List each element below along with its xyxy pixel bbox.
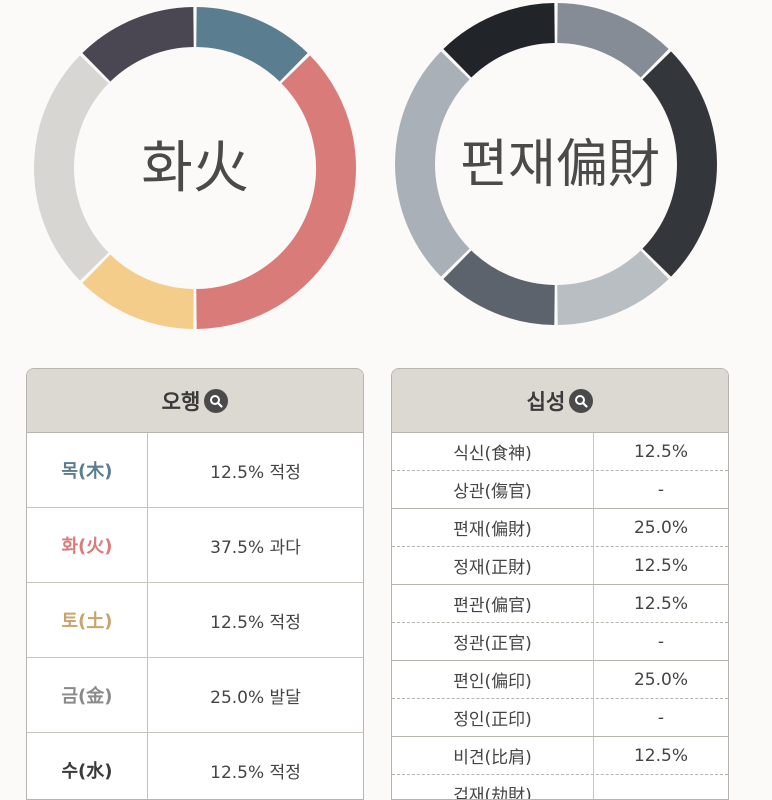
tengod-donut-arcs <box>395 3 717 325</box>
element-donut-segment-0 <box>195 7 308 82</box>
sipseong-panel: 십성 식신(食神) 12.5% 상관(傷官) - 편재(偏財) 25.0% 정재(正財) 12… <box>391 368 729 800</box>
sipseong-row: 정재(正財) 12.5% <box>392 547 728 585</box>
sipseong-row-name: 비견(比肩) <box>392 737 594 774</box>
sipseong-row-name: 정재(正財) <box>392 547 594 584</box>
ohaeng-row-name: 수(水) <box>27 733 148 799</box>
tengod-donut-segment-5 <box>395 51 470 277</box>
sipseong-row: 식신(食神) 12.5% <box>392 433 728 471</box>
ohaeng-row-name: 금(金) <box>27 658 148 732</box>
sipseong-row-value: 12.5% <box>633 441 688 462</box>
ohaeng-row: 금(金) 25.0% 발달 <box>27 658 363 733</box>
ohaeng-panel-header: 오행 <box>27 369 363 433</box>
sipseong-panel-title: 십성 <box>526 389 566 414</box>
sipseong-row-value: - <box>657 479 665 500</box>
element-donut-arcs <box>34 7 356 329</box>
ohaeng-panel: 오행 목(木) 12.5% 적정 화(火) 37.5% 과다 토(土) 12.5% 적정 금… <box>26 368 364 800</box>
sipseong-row-value: 12.5% <box>633 745 688 766</box>
sipseong-row-value: - <box>657 631 665 652</box>
sipseong-row: 겁재(劫財) <box>392 775 728 799</box>
ohaeng-row: 화(火) 37.5% 과다 <box>27 508 363 583</box>
tengod-donut-segment-2 <box>642 51 717 277</box>
sipseong-row: 편관(偏官) 12.5% <box>392 585 728 623</box>
tengod-donut-segment-0 <box>556 3 669 78</box>
sipseong-row-value <box>594 775 728 799</box>
sipseong-row: 비견(比肩) 12.5% <box>392 737 728 775</box>
search-icon[interactable] <box>569 388 594 413</box>
sipseong-row-name: 상관(傷官) <box>392 471 594 508</box>
sipseong-row-name: 겁재(劫財) <box>392 775 594 799</box>
ohaeng-row-name: 토(土) <box>27 583 148 657</box>
tengod-donut-segment-6 <box>443 3 556 78</box>
ohaeng-row: 목(木) 12.5% 적정 <box>27 433 363 508</box>
element-donut-center-label: 화火 <box>141 136 249 201</box>
sipseong-row-value: 25.0% <box>633 669 688 690</box>
sipseong-row: 정인(正印) - <box>392 699 728 737</box>
element-donut-segment-3 <box>34 55 109 281</box>
sipseong-row-value: - <box>657 707 665 728</box>
sipseong-row-value: 12.5% <box>633 593 688 614</box>
sipseong-panel-header: 십성 <box>392 369 728 433</box>
sipseong-row-name: 정관(正官) <box>392 623 594 660</box>
ohaeng-row-name: 목(木) <box>27 433 148 507</box>
sipseong-row: 편인(偏印) 25.0% <box>392 661 728 699</box>
sipseong-row-name: 편재(偏財) <box>392 509 594 546</box>
ohaeng-panel-title: 오행 <box>161 389 201 414</box>
sipseong-row: 상관(傷官) - <box>392 471 728 509</box>
ohaeng-row-name: 화(火) <box>27 508 148 582</box>
element-donut-segment-1 <box>195 55 356 329</box>
sipseong-row-name: 편관(偏官) <box>392 585 594 622</box>
sipseong-row-name: 식신(食神) <box>392 433 594 470</box>
ohaeng-table: 목(木) 12.5% 적정 화(火) 37.5% 과다 토(土) 12.5% 적정 금(金)… <box>27 433 363 799</box>
ohaeng-row-value: 25.0% 발달 <box>210 687 301 708</box>
search-icon[interactable] <box>204 388 229 413</box>
ohaeng-row-value: 37.5% 과다 <box>210 537 301 558</box>
sipseong-row: 정관(正官) - <box>392 623 728 661</box>
tengod-donut-segment-4 <box>443 250 556 325</box>
ohaeng-row-value: 12.5% 적정 <box>210 762 301 783</box>
ohaeng-row: 토(土) 12.5% 적정 <box>27 583 363 658</box>
sipseong-row-name: 편인(偏印) <box>392 661 594 698</box>
sipseong-row-name: 정인(正印) <box>392 699 594 736</box>
element-donut-segment-4 <box>82 7 195 82</box>
tengod-donut-center-label: 편재偏財 <box>460 135 660 195</box>
ohaeng-row: 수(水) 12.5% 적정 <box>27 733 363 799</box>
sipseong-row-value: 25.0% <box>633 517 688 538</box>
tengod-donut-chart: 편재偏財 <box>393 0 727 340</box>
sipseong-row-value: 12.5% <box>633 555 688 576</box>
tengod-donut-segment-3 <box>556 250 669 325</box>
element-donut-chart: 화火 <box>28 0 362 340</box>
element-donut-segment-2 <box>82 254 195 329</box>
ohaeng-row-value: 12.5% 적정 <box>210 462 301 483</box>
sipseong-row: 편재(偏財) 25.0% <box>392 509 728 547</box>
ohaeng-row-value: 12.5% 적정 <box>210 612 301 633</box>
sipseong-table: 식신(食神) 12.5% 상관(傷官) - 편재(偏財) 25.0% 정재(正財) 12.5%… <box>392 433 728 799</box>
